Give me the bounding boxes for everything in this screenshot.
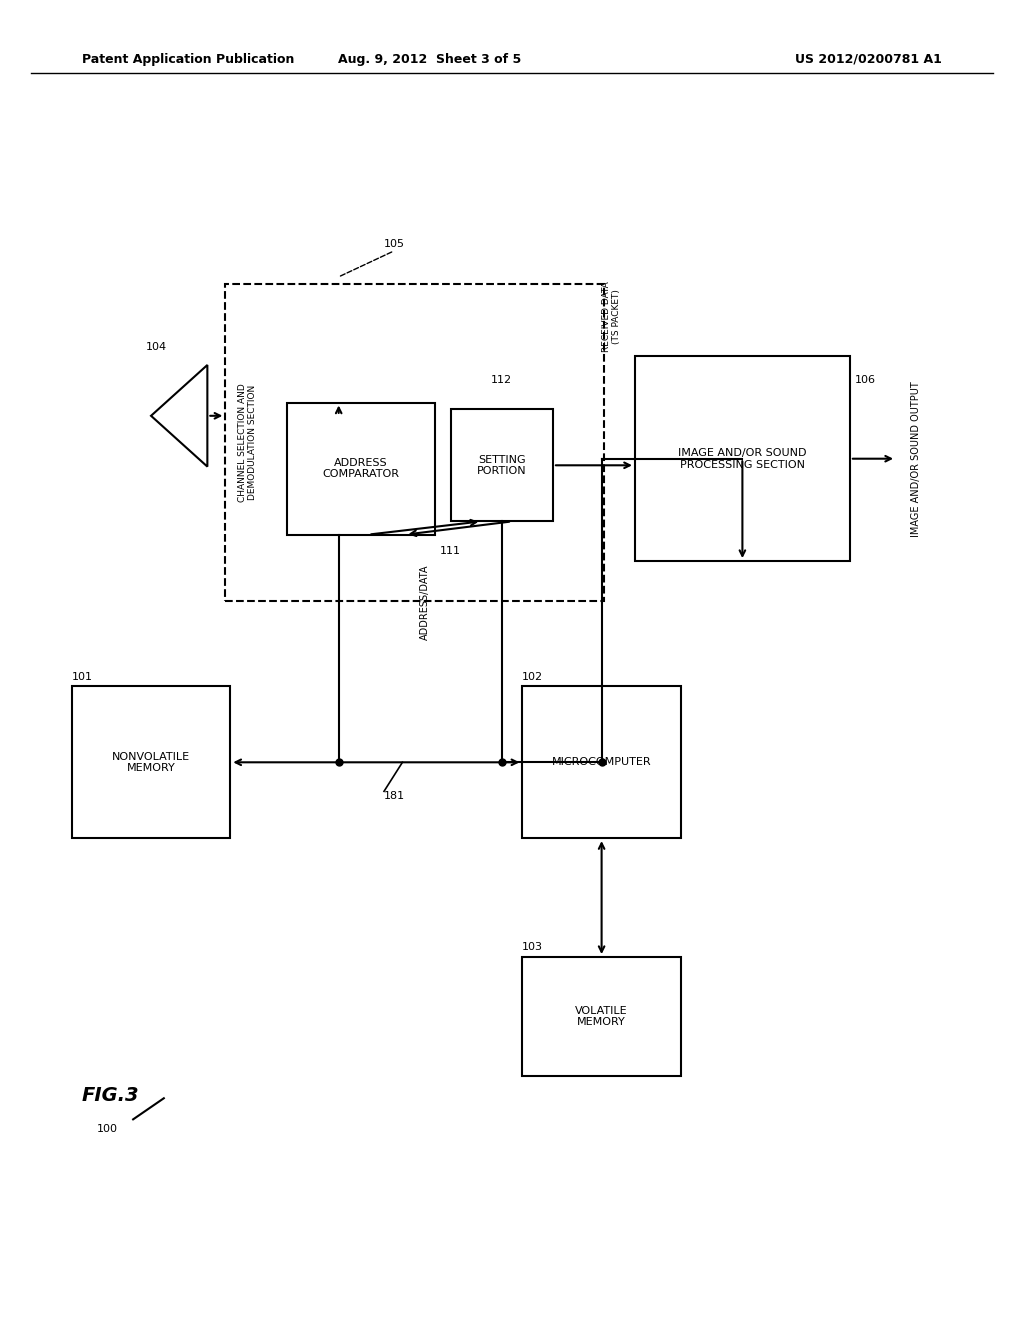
- Text: 103: 103: [522, 942, 544, 953]
- Text: 100: 100: [97, 1123, 119, 1134]
- Text: 111: 111: [440, 546, 462, 557]
- Text: US 2012/0200781 A1: US 2012/0200781 A1: [796, 53, 942, 66]
- Text: 101: 101: [72, 672, 93, 682]
- Text: 181: 181: [384, 791, 406, 801]
- Text: RECEIVED DATA
(TS PACKET): RECEIVED DATA (TS PACKET): [602, 281, 621, 352]
- Text: Patent Application Publication: Patent Application Publication: [82, 53, 294, 66]
- Text: 106: 106: [855, 375, 877, 385]
- Text: FIG.3: FIG.3: [82, 1086, 139, 1105]
- Text: VOLATILE
MEMORY: VOLATILE MEMORY: [575, 1006, 628, 1027]
- Text: 105: 105: [384, 239, 406, 249]
- FancyBboxPatch shape: [451, 409, 553, 521]
- FancyBboxPatch shape: [72, 686, 230, 838]
- FancyBboxPatch shape: [522, 957, 681, 1076]
- Text: ADDRESS/DATA: ADDRESS/DATA: [420, 565, 430, 640]
- Text: CHANNEL SELECTION AND
DEMODULATION SECTION: CHANNEL SELECTION AND DEMODULATION SECTI…: [238, 383, 257, 502]
- FancyBboxPatch shape: [522, 686, 681, 838]
- Text: ADDRESS
COMPARATOR: ADDRESS COMPARATOR: [323, 458, 399, 479]
- FancyBboxPatch shape: [287, 403, 435, 535]
- Text: NONVOLATILE
MEMORY: NONVOLATILE MEMORY: [112, 751, 190, 774]
- Text: SETTING
PORTION: SETTING PORTION: [477, 454, 526, 477]
- Text: 102: 102: [522, 672, 544, 682]
- Text: Aug. 9, 2012  Sheet 3 of 5: Aug. 9, 2012 Sheet 3 of 5: [339, 53, 521, 66]
- Text: 112: 112: [492, 375, 512, 385]
- Text: MICROCOMPUTER: MICROCOMPUTER: [552, 758, 651, 767]
- Text: IMAGE AND/OR SOUND
PROCESSING SECTION: IMAGE AND/OR SOUND PROCESSING SECTION: [678, 447, 807, 470]
- Text: IMAGE AND/OR SOUND OUTPUT: IMAGE AND/OR SOUND OUTPUT: [911, 381, 922, 536]
- FancyBboxPatch shape: [635, 356, 850, 561]
- Text: 104: 104: [145, 342, 167, 352]
